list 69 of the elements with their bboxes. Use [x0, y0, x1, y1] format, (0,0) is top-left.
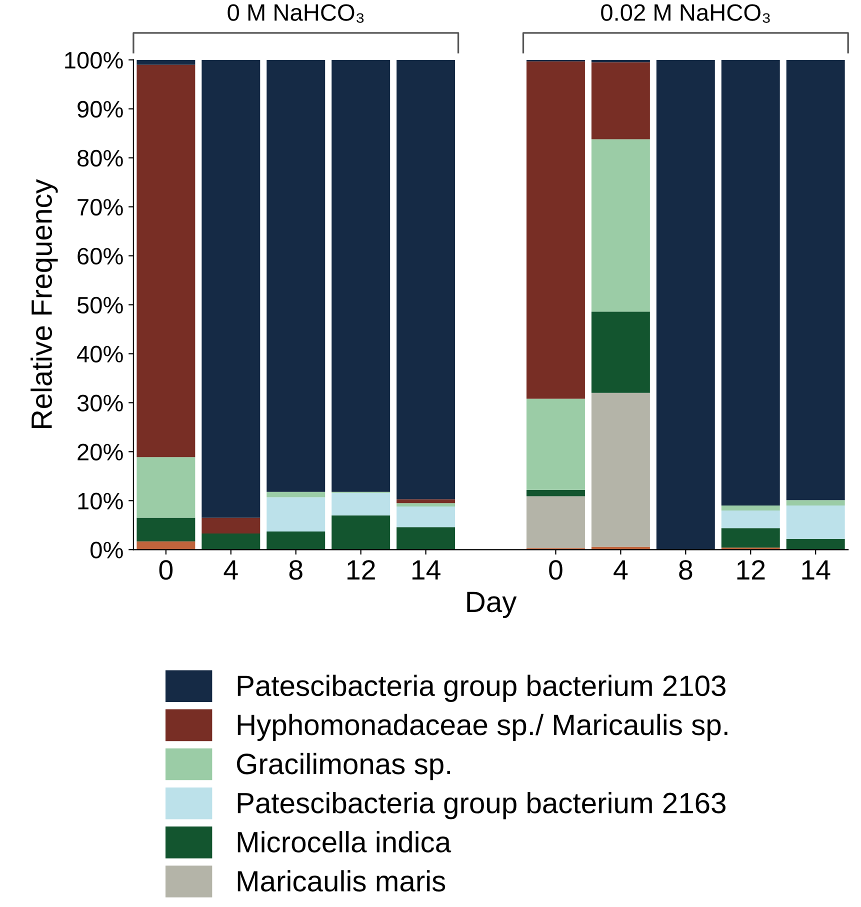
y-tick-label: 40% [77, 346, 123, 363]
bar [266, 492, 326, 498]
bar [136, 64, 196, 458]
legend-label: Patescibacteria group bacterium 2163 [238, 792, 726, 820]
bar [202, 533, 260, 550]
bar [591, 62, 650, 140]
bar [332, 60, 390, 492]
bar [721, 510, 780, 528]
y-tick-label: 0% [90, 542, 123, 558]
bar [136, 541, 196, 550]
bar [202, 60, 260, 518]
y-tick-label: 100% [65, 52, 123, 69]
bar [526, 496, 585, 548]
y-axis-title: Relative Frequency [30, 179, 58, 428]
bar [591, 392, 650, 547]
x-tick-label: 14 [412, 560, 440, 580]
bar [721, 528, 780, 548]
legend-label: Microcella indica [238, 831, 452, 853]
bar [721, 60, 780, 506]
bar [786, 500, 845, 506]
text: 0.02 M NaHCO₃ [601, 4, 770, 23]
bar [266, 532, 326, 550]
x-axis-title: Day [467, 592, 517, 618]
text: 0 M NaHCO₃ [228, 4, 364, 23]
x-tick-label: 4 [614, 560, 628, 580]
bar [786, 60, 845, 500]
bar [786, 506, 845, 539]
bar [526, 490, 585, 496]
bar [396, 499, 456, 504]
bar [786, 538, 845, 550]
bar [332, 515, 390, 550]
legend-label: Gracilimonas sp. [236, 752, 450, 780]
bar [591, 139, 650, 312]
bar [136, 518, 196, 542]
x-tick-label: 0 [159, 560, 173, 580]
x-tick-label: 0 [549, 560, 562, 580]
bar [396, 503, 456, 507]
bar [396, 506, 456, 528]
x-tick-label: 12 [348, 560, 375, 580]
legend-label: Patescibacteria group bacterium 2103 [238, 674, 726, 702]
x-tick-label: 4 [224, 560, 238, 580]
bar [266, 60, 326, 492]
bar [136, 457, 196, 518]
bar [526, 398, 585, 490]
y-tick-label: 60% [78, 248, 123, 265]
x-tick-label: 8 [289, 560, 302, 580]
y-tick-label: 50% [77, 296, 123, 314]
bar [721, 506, 780, 510]
y-tick-label: 10% [78, 492, 123, 510]
x-tick-label: 8 [679, 560, 692, 580]
bar [396, 527, 456, 550]
x-tick-label: 14 [802, 560, 830, 580]
bar [591, 60, 650, 62]
bar [591, 312, 650, 393]
legend-label: Maricaulis maris [238, 870, 446, 892]
y-tick-label: 90% [78, 100, 123, 118]
bar [136, 60, 196, 65]
bar [202, 518, 260, 534]
legend-label: Hyphomonadaceae sp./ Maricaulis sp. [238, 714, 728, 742]
y-tick-label: 20% [78, 444, 123, 460]
x-tick-label: 12 [737, 560, 765, 580]
bar [266, 497, 326, 532]
y-tick-label: 80% [78, 150, 123, 167]
bar [396, 60, 456, 500]
bar [526, 61, 585, 399]
bar [656, 60, 715, 550]
bar [332, 492, 390, 516]
y-tick-label: 70% [78, 198, 123, 216]
y-tick-label: 30% [77, 394, 123, 412]
